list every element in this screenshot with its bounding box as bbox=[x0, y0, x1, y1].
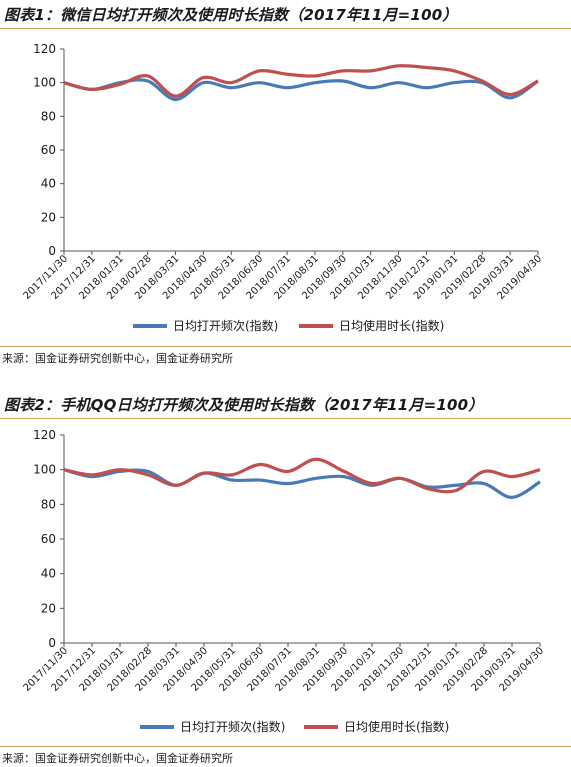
chart-1: 0204060801001202017/11/302017/12/312018/… bbox=[0, 30, 571, 340]
source-rule bbox=[0, 346, 571, 347]
title-rule bbox=[0, 28, 571, 29]
chart-title: 图表2：手机QQ日均打开频次及使用时长指数（2017年11月=100） bbox=[4, 394, 483, 415]
chart-title: 图表1：微信日均打开频次及使用时长指数（2017年11月=100） bbox=[4, 4, 458, 25]
title-rule bbox=[0, 418, 571, 419]
y-tick-label: 0 bbox=[48, 636, 56, 650]
y-tick-label: 0 bbox=[48, 244, 56, 258]
y-tick-label: 80 bbox=[41, 109, 56, 123]
y-tick-label: 20 bbox=[41, 601, 56, 615]
y-tick-label: 60 bbox=[41, 532, 56, 546]
legend-label: 日均打开频次(指数) bbox=[173, 318, 278, 333]
y-tick-label: 20 bbox=[41, 210, 56, 224]
y-tick-label: 120 bbox=[33, 428, 56, 442]
y-tick-label: 40 bbox=[41, 567, 56, 581]
y-tick-label: 40 bbox=[41, 177, 56, 191]
legend-label: 日均使用时长(指数) bbox=[344, 719, 449, 734]
y-tick-label: 60 bbox=[41, 143, 56, 157]
chart-2: 0204060801001202017/11/302017/12/312018/… bbox=[0, 422, 571, 742]
y-tick-label: 100 bbox=[33, 76, 56, 90]
y-tick-label: 100 bbox=[33, 463, 56, 477]
y-tick-label: 80 bbox=[41, 497, 56, 511]
series-line-usage-duration bbox=[64, 459, 540, 491]
series-line-open-frequency bbox=[64, 80, 538, 100]
y-tick-label: 120 bbox=[33, 42, 56, 56]
legend-label: 日均使用时长(指数) bbox=[339, 318, 444, 333]
source-note: 来源：国金证券研究创新中心，国金证券研究所 bbox=[2, 750, 233, 766]
legend-label: 日均打开频次(指数) bbox=[180, 719, 285, 734]
source-note: 来源：国金证券研究创新中心，国金证券研究所 bbox=[2, 350, 233, 366]
source-rule bbox=[0, 746, 571, 747]
